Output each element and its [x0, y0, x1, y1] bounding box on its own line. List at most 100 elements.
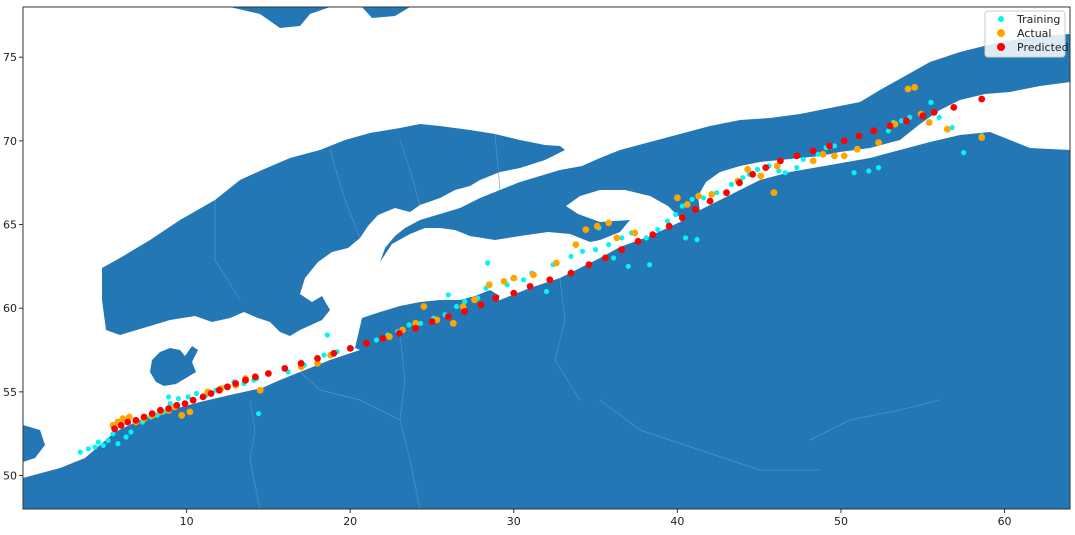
actual-point-18 [314, 360, 321, 367]
training-point-5 [115, 441, 121, 447]
training-point-88 [611, 255, 617, 261]
training-point-34 [406, 322, 412, 328]
predicted-point-42 [665, 222, 673, 230]
training-point-82 [936, 114, 942, 120]
legend-label-actual: Actual [1017, 27, 1051, 40]
training-point-4 [105, 437, 111, 443]
actual-point-45 [757, 172, 765, 180]
predicted-point-49 [762, 164, 770, 172]
predicted-point-31 [477, 301, 485, 309]
actual-point-25 [449, 319, 457, 327]
training-point-81 [928, 99, 934, 105]
training-point-78 [898, 118, 905, 124]
training-point-14 [167, 401, 173, 407]
predicted-point-62 [978, 95, 986, 103]
predicted-point-56 [870, 127, 878, 135]
predicted-point-8 [173, 401, 181, 409]
actual-point-42 [708, 191, 716, 198]
land-arctic-island-2 [362, 7, 410, 18]
actual-point-38 [631, 229, 639, 237]
training-point-7 [95, 439, 101, 445]
training-point-94 [543, 288, 550, 295]
training-point-68 [800, 156, 806, 162]
actual-point-47 [773, 162, 781, 170]
predicted-point-39 [618, 246, 626, 254]
training-point-56 [679, 203, 685, 209]
actual-point-55 [904, 85, 912, 93]
actual-point-58 [925, 119, 933, 126]
training-point-71 [831, 143, 838, 149]
predicted-point-29 [444, 313, 452, 320]
predicted-point-9 [181, 400, 189, 407]
actual-point-29 [500, 278, 508, 285]
legend-marker-actual [997, 29, 1005, 37]
training-point-28 [321, 352, 327, 358]
training-point-53 [655, 227, 661, 233]
predicted-point-43 [678, 214, 686, 222]
predicted-point-51 [793, 152, 801, 160]
predicted-point-45 [706, 197, 714, 205]
training-point-25 [256, 411, 262, 417]
training-point-57 [689, 196, 695, 202]
predicted-point-54 [840, 137, 848, 145]
predicted-point-33 [510, 289, 518, 297]
training-point-92 [740, 175, 746, 181]
land-arctic-islands [230, 7, 330, 28]
actual-point-28 [485, 281, 493, 289]
axes-frame [22, 6, 1071, 510]
predicted-point-10 [189, 396, 197, 404]
actual-point-59 [943, 125, 951, 133]
actual-point-60 [978, 134, 986, 141]
training-point-50 [619, 235, 625, 241]
actual-point-56 [911, 83, 918, 91]
predicted-point-18 [265, 370, 272, 377]
predicted-point-14 [224, 383, 231, 391]
actual-point-31 [530, 271, 537, 279]
training-point-63 [754, 166, 761, 172]
map-background [23, 7, 1070, 510]
legend-label-predicted: Predicted [1017, 41, 1069, 54]
training-point-65 [776, 168, 782, 174]
predicted-point-0 [111, 425, 118, 433]
training-point-91 [694, 237, 700, 243]
land-britain [23, 425, 45, 462]
legend-box [984, 10, 1066, 58]
actual-point-2 [119, 415, 127, 422]
training-point-54 [665, 218, 671, 224]
predicted-point-59 [919, 112, 927, 120]
training-point-67 [794, 165, 800, 171]
actual-point-20 [386, 333, 393, 340]
y-tick-label-65: 65 [3, 219, 17, 232]
training-point-49 [606, 242, 612, 248]
predicted-point-60 [930, 109, 938, 116]
predicted-point-11 [199, 393, 207, 401]
training-point-46 [568, 253, 574, 259]
actual-point-32 [552, 259, 560, 267]
training-point-76 [885, 128, 892, 134]
training-point-2 [92, 444, 98, 450]
predicted-point-3 [132, 416, 140, 424]
training-point-69 [815, 151, 821, 157]
training-point-43 [521, 277, 527, 283]
training-point-75 [876, 165, 882, 171]
training-point-16 [175, 396, 181, 402]
y-tick-label-50: 50 [3, 470, 17, 483]
x-tick-label-10: 10 [180, 515, 194, 528]
predicted-point-27 [412, 324, 419, 332]
predicted-point-35 [546, 276, 554, 284]
predicted-point-23 [346, 345, 354, 352]
training-point-90 [683, 235, 689, 241]
scatter-series-layer [77, 83, 986, 455]
training-point-8 [110, 431, 116, 437]
land-scandinavia [102, 124, 565, 336]
y-tick-label-75: 75 [3, 51, 17, 64]
predicted-point-15 [232, 380, 240, 387]
predicted-point-57 [886, 122, 894, 130]
x-tick-label-30: 30 [507, 515, 521, 528]
training-point-93 [485, 260, 491, 266]
predicted-point-7 [165, 405, 173, 412]
y-tick-label-70: 70 [3, 135, 17, 148]
legend: Training Actual Predicted [984, 10, 1069, 58]
